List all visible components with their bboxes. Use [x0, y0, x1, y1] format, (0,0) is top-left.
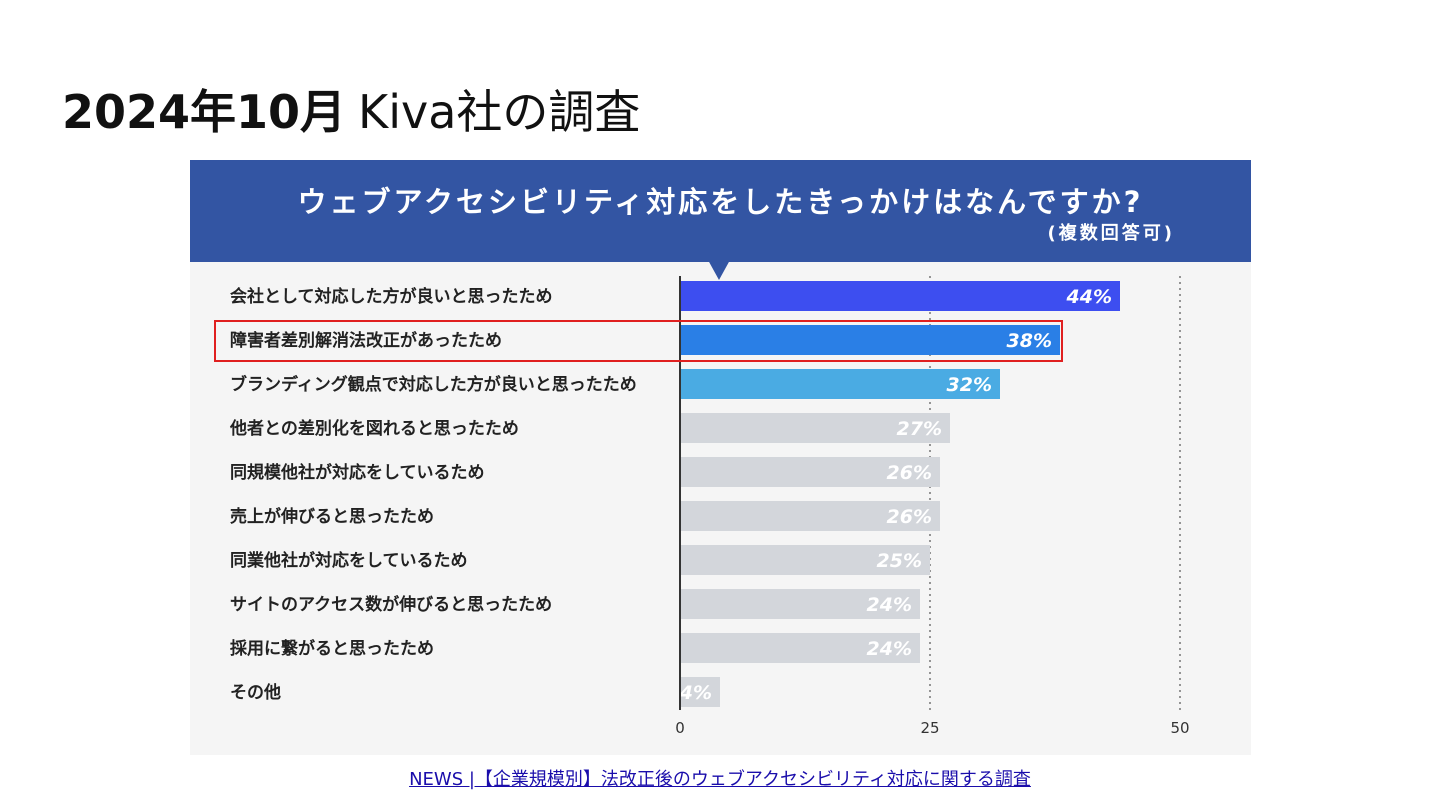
slide-title-survey: Kiva社の調査 [358, 85, 641, 139]
category-label-1: 障害者差別解消法改正があったため [230, 330, 502, 351]
x-tick-label-25: 25 [920, 719, 939, 737]
value-label-6: 25% [877, 550, 922, 572]
chart-subtitle: (複数回答可) [1047, 223, 1175, 244]
bar-4 [680, 457, 940, 487]
category-label-6: 同業他社が対応をしているため [230, 550, 468, 571]
chart-title: ウェブアクセシビリティ対応をしたきっかけはなんですか? [297, 185, 1144, 219]
slide-title-date: 2024年10月 [62, 85, 347, 139]
value-label-9: 4% [679, 682, 712, 704]
category-label-0: 会社として対応した方が良いと思ったため [230, 286, 553, 307]
category-label-8: 採用に繋がると思ったため [230, 638, 434, 659]
source-link[interactable]: NEWS |【企業規模別】法改正後のウェブアクセシビリティ対応に関する調査 [409, 769, 1031, 790]
bar-6 [680, 545, 930, 575]
value-label-7: 24% [867, 594, 912, 616]
bar-chart: 会社として対応した方が良いと思ったため 44% 障害者差別解消法改正があったため 38… [229, 276, 1190, 737]
value-label-4: 26% [887, 462, 932, 484]
bar-3 [680, 413, 950, 443]
category-label-4: 同規模他社が対応をしているため [230, 462, 485, 483]
category-label-3: 他者との差別化を図れると思ったため [229, 418, 519, 439]
value-label-3: 27% [897, 418, 942, 440]
value-label-2: 32% [947, 374, 992, 396]
x-tick-label-0: 0 [675, 719, 685, 737]
slide-title: 2024年10月 Kiva社の調査 [62, 82, 640, 142]
bar-2 [680, 369, 1000, 399]
bar-8 [680, 633, 920, 663]
chart-banner: ウェブアクセシビリティ対応をしたきっかけはなんですか? (複数回答可) [190, 160, 1251, 262]
bar-1 [680, 325, 1060, 355]
bar-5 [680, 501, 940, 531]
chart-figure: ウェブアクセシビリティ対応をしたきっかけはなんですか? (複数回答可) 会社とし… [190, 160, 1251, 755]
value-label-1: 38% [1007, 330, 1052, 352]
value-label-8: 24% [867, 638, 912, 660]
highlight-box [214, 320, 1063, 362]
bar-9 [680, 677, 720, 707]
bar-7 [680, 589, 920, 619]
category-label-5: 売上が伸びると思ったため [230, 506, 434, 527]
bar-0 [680, 281, 1120, 311]
banner-pointer [708, 260, 730, 280]
x-tick-label-50: 50 [1170, 719, 1189, 737]
value-label-5: 26% [887, 506, 932, 528]
value-label-0: 44% [1066, 286, 1112, 308]
category-label-2: ブランディング観点で対応した方が良いと思ったため [230, 374, 637, 395]
category-label-7: サイトのアクセス数が伸びると思ったため [230, 594, 552, 615]
category-label-9: その他 [230, 682, 281, 703]
